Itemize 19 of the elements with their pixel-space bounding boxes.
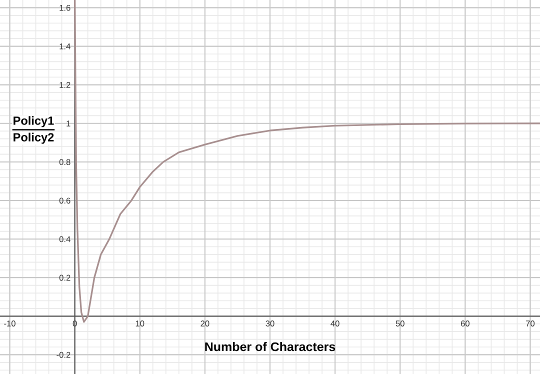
y-axis-title: Policy1 Policy2 bbox=[14, 116, 54, 144]
y-tick-label: 0.2 bbox=[59, 274, 70, 281]
x-tick-label: 30 bbox=[266, 320, 274, 326]
y-tick-label: 1.4 bbox=[60, 44, 70, 50]
x-tick-label: 10 bbox=[136, 320, 144, 326]
y-tick-label: 1.6 bbox=[60, 4, 70, 11]
y-tick-label: 0.8 bbox=[59, 159, 70, 166]
y-tick-label: 1 bbox=[66, 120, 70, 126]
x-tick-label: 60 bbox=[460, 320, 470, 326]
x-tick-label: 40 bbox=[330, 320, 340, 326]
x-tick-label: 20 bbox=[200, 320, 210, 326]
y-tick-label: 0.4 bbox=[59, 236, 70, 242]
y-tick-label: 0.6 bbox=[59, 198, 70, 204]
y-tick-label: -0.2 bbox=[56, 352, 70, 358]
x-axis-title: Number of Characters bbox=[205, 342, 336, 352]
x-tick-label: 70 bbox=[526, 320, 535, 326]
y-tick-label: 1.2 bbox=[60, 82, 70, 88]
x-tick-label: 50 bbox=[396, 320, 404, 326]
x-tick-label: -10 bbox=[4, 320, 16, 326]
